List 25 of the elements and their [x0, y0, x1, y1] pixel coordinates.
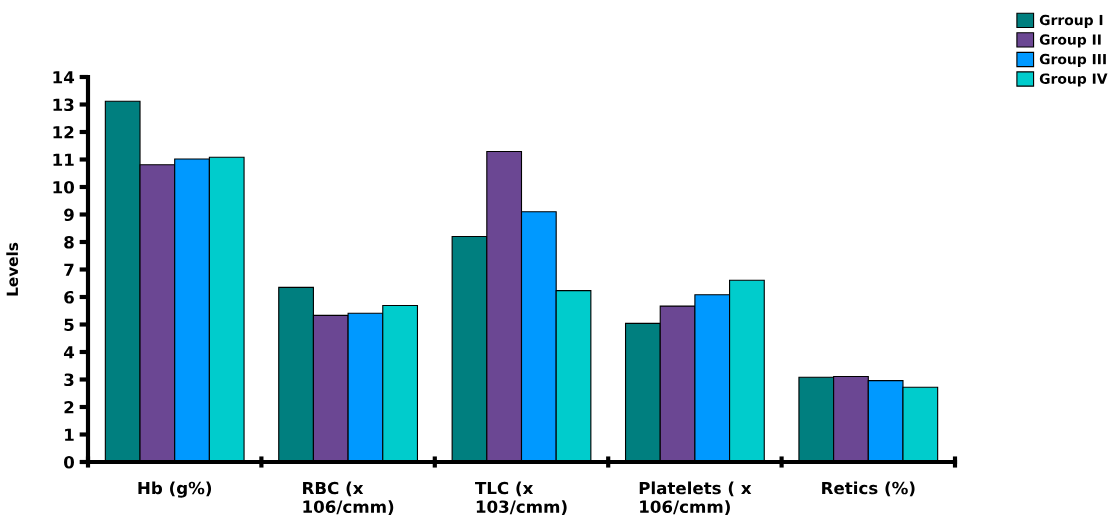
- x-tick-label: TLC (x 103/cmm): [475, 481, 567, 515]
- y-tick-label: 4: [63, 346, 75, 359]
- y-tick-label: 3: [64, 373, 74, 387]
- legend-label: Group IV: [1039, 73, 1108, 87]
- y-tick-label: 6: [64, 290, 74, 304]
- legend-label: Group II: [1039, 34, 1101, 48]
- x-tick-label: Platelets ( x 106/cmm): [639, 481, 752, 515]
- y-tick-label: 7: [64, 263, 74, 276]
- y-tick-label: 14: [53, 71, 75, 84]
- y-tick-label: 12: [53, 125, 74, 139]
- y-tick-label: 10: [53, 180, 75, 194]
- y-axis-title: Levels: [6, 242, 19, 296]
- y-tick-label: 5: [64, 318, 74, 332]
- x-tick-label: RBC (x 106/cmm): [303, 481, 394, 515]
- legend-label: Grroup I: [1039, 14, 1103, 28]
- y-tick-label: 9: [64, 208, 74, 222]
- legend-label: Group III: [1039, 53, 1106, 68]
- x-tick-label: Retics (%): [822, 481, 915, 497]
- y-tick-label: 2: [64, 400, 74, 414]
- y-tick-label: 8: [64, 235, 74, 249]
- x-tick-label: Hb (g%): [138, 481, 212, 498]
- y-tick-label: 13: [53, 98, 74, 112]
- y-tick-label: 11: [53, 153, 74, 166]
- y-tick-label: 1: [65, 428, 74, 441]
- y-tick-label: 0: [64, 455, 75, 469]
